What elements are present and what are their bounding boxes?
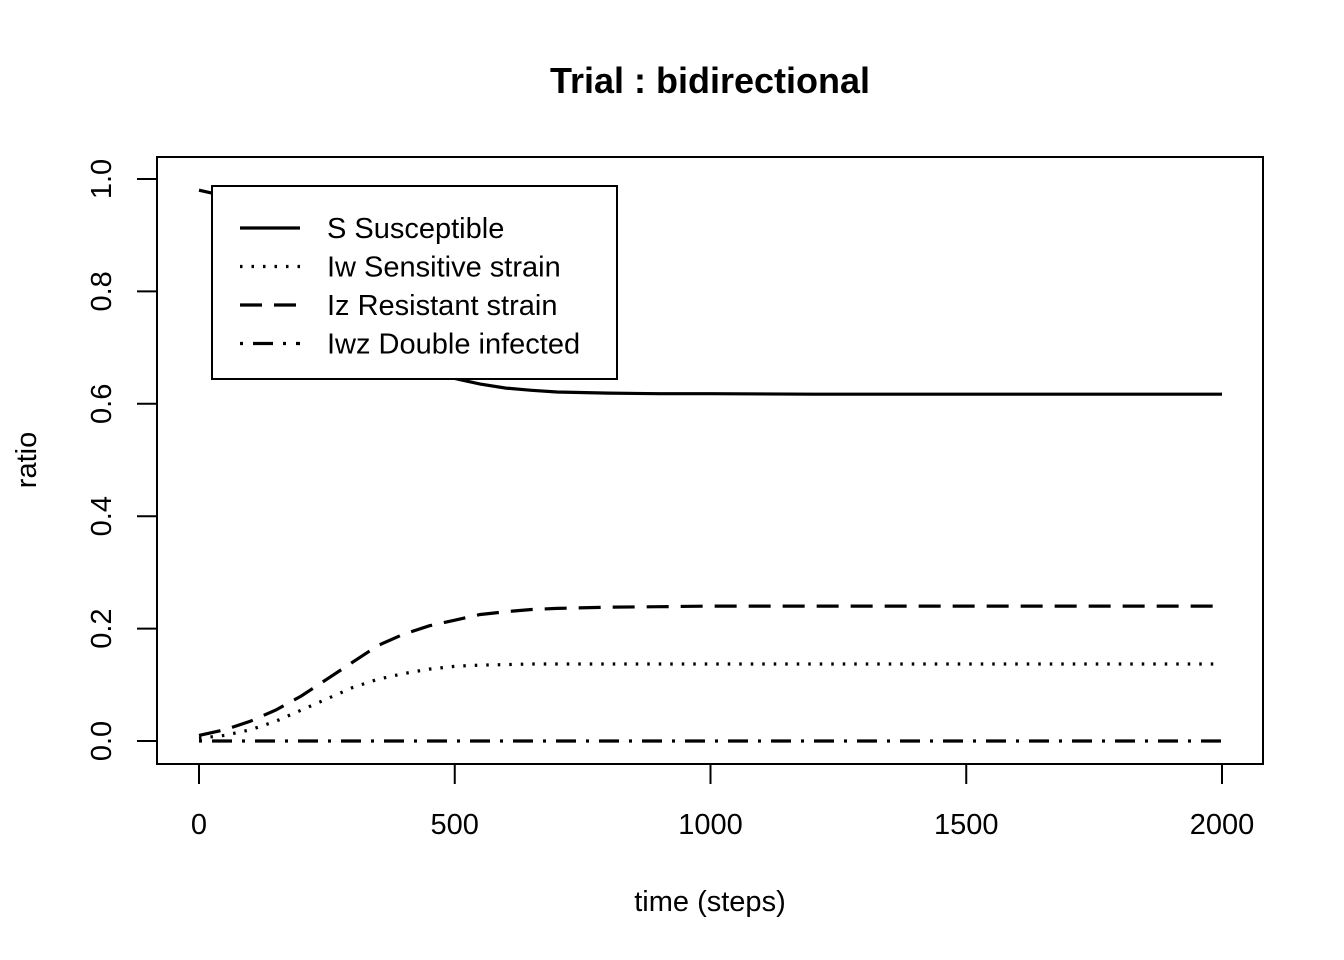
y-axis-label: ratio [11, 432, 43, 488]
y-tick-label: 0.4 [86, 496, 118, 536]
y-tick-label: 0.6 [86, 384, 118, 424]
x-tick-label: 1000 [678, 809, 743, 841]
legend-label: S Susceptible [327, 213, 504, 245]
x-tick-label: 0 [191, 809, 207, 841]
legend-label: Iw Sensitive strain [327, 252, 561, 284]
x-tick-label: 1500 [934, 809, 999, 841]
y-tick-label: 0.0 [86, 721, 118, 761]
y-tick-label: 0.8 [86, 271, 118, 311]
chart-title: Trial : bidirectional [550, 60, 870, 101]
x-axis: 0 500 1000 1500 2000 [191, 763, 1255, 841]
y-axis: 0.0 0.2 0.4 0.6 0.8 1.0 [86, 159, 158, 761]
legend-label: Iwz Double infected [327, 329, 580, 361]
x-axis-label: time (steps) [634, 886, 785, 918]
legend-box [211, 185, 618, 380]
y-tick-label: 1.0 [86, 159, 118, 199]
series-line-3 [198, 604, 1222, 737]
legend-label: Iz Resistant strain [327, 290, 557, 322]
y-tick-label: 0.2 [86, 608, 118, 648]
legend: S Susceptible Iw Sensitive strain Iz Resis… [211, 185, 618, 380]
x-tick-label: 500 [431, 809, 479, 841]
series-line-2 [198, 662, 1222, 740]
x-tick-label: 2000 [1190, 809, 1255, 841]
